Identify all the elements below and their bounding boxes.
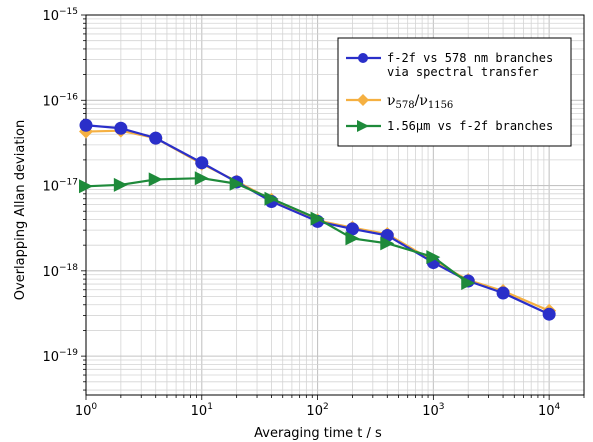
data-point <box>264 191 279 206</box>
x-tick-exponent: 2 <box>323 402 329 412</box>
y-tick-exponent: −16 <box>59 92 78 102</box>
series-2 <box>79 171 476 291</box>
legend-box <box>337 37 572 147</box>
y-tick-label: 10−18 <box>42 263 78 280</box>
y-tick-base: 10 <box>42 350 59 365</box>
y-axis-label: Overlapping Allan deviation <box>13 120 28 300</box>
data-point <box>496 286 510 300</box>
data-point <box>345 231 360 246</box>
y-tick-base: 10 <box>42 265 59 280</box>
x-tick-base: 10 <box>191 404 208 419</box>
data-point <box>114 121 128 135</box>
x-tick-exponent: 1 <box>207 402 213 412</box>
data-point <box>113 177 128 192</box>
y-tick-label: 10−17 <box>42 178 78 195</box>
data-point <box>229 176 244 191</box>
legend-label-green: 1.56μm vs f-2f branches <box>387 119 553 133</box>
x-tick-exponent: 3 <box>439 402 445 412</box>
x-tick-label: 101 <box>191 402 213 419</box>
x-tick-label: 102 <box>306 402 328 419</box>
y-tick-base: 10 <box>42 9 59 24</box>
y-tick-exponent: −17 <box>59 178 78 188</box>
x-tick-base: 10 <box>306 404 323 419</box>
data-point <box>310 211 325 226</box>
legend-label-blue-2: via spectral transfer <box>387 65 539 79</box>
plot-frame <box>85 14 585 396</box>
x-tick-exponent: 4 <box>555 402 561 412</box>
series-group <box>79 118 557 321</box>
data-point <box>149 131 163 145</box>
legend-marker-orange <box>357 94 369 106</box>
data-point <box>194 171 209 186</box>
legend-marker-blue <box>358 53 368 63</box>
y-tick-exponent: −18 <box>59 263 78 273</box>
x-tick-base: 10 <box>75 404 92 419</box>
data-point <box>79 118 93 132</box>
data-point <box>195 156 209 170</box>
data-point <box>461 276 476 291</box>
x-axis-label: Averaging time t / s <box>254 426 382 441</box>
x-tick-label: 100 <box>75 402 98 419</box>
data-point <box>426 250 441 265</box>
data-point <box>148 172 163 187</box>
y-tick-label: 10−16 <box>42 92 78 109</box>
legend-label-blue-1: f-2f vs 578 nm branches <box>387 51 553 65</box>
x-tick-label: 104 <box>538 402 561 419</box>
data-point <box>79 179 93 194</box>
y-tick-base: 10 <box>42 180 59 195</box>
x-tick-base: 10 <box>538 404 555 419</box>
legend-sub-1156: 1156 <box>428 100 453 111</box>
data-point <box>345 222 359 236</box>
legend-label-orange: ν578/ν1156 <box>387 93 453 111</box>
y-tick-exponent: −19 <box>59 348 78 358</box>
legend-slash-nu: /ν <box>415 93 428 109</box>
y-tick-label: 10−19 <box>42 348 78 365</box>
legend-sub-578: 578 <box>396 100 415 111</box>
legend-nu-1: ν <box>387 93 396 109</box>
legend: f-2f vs 578 nm branches via spectral tra… <box>337 37 572 147</box>
x-tick-exponent: 0 <box>91 402 97 412</box>
y-tick-label: 10−15 <box>42 7 78 24</box>
y-tick-base: 10 <box>42 94 59 109</box>
legend-marker-green <box>357 120 369 132</box>
y-tick-exponent: −15 <box>59 7 78 17</box>
x-tick-label: 103 <box>422 402 444 419</box>
data-point <box>380 236 395 251</box>
data-point <box>542 307 556 321</box>
x-tick-base: 10 <box>422 404 439 419</box>
